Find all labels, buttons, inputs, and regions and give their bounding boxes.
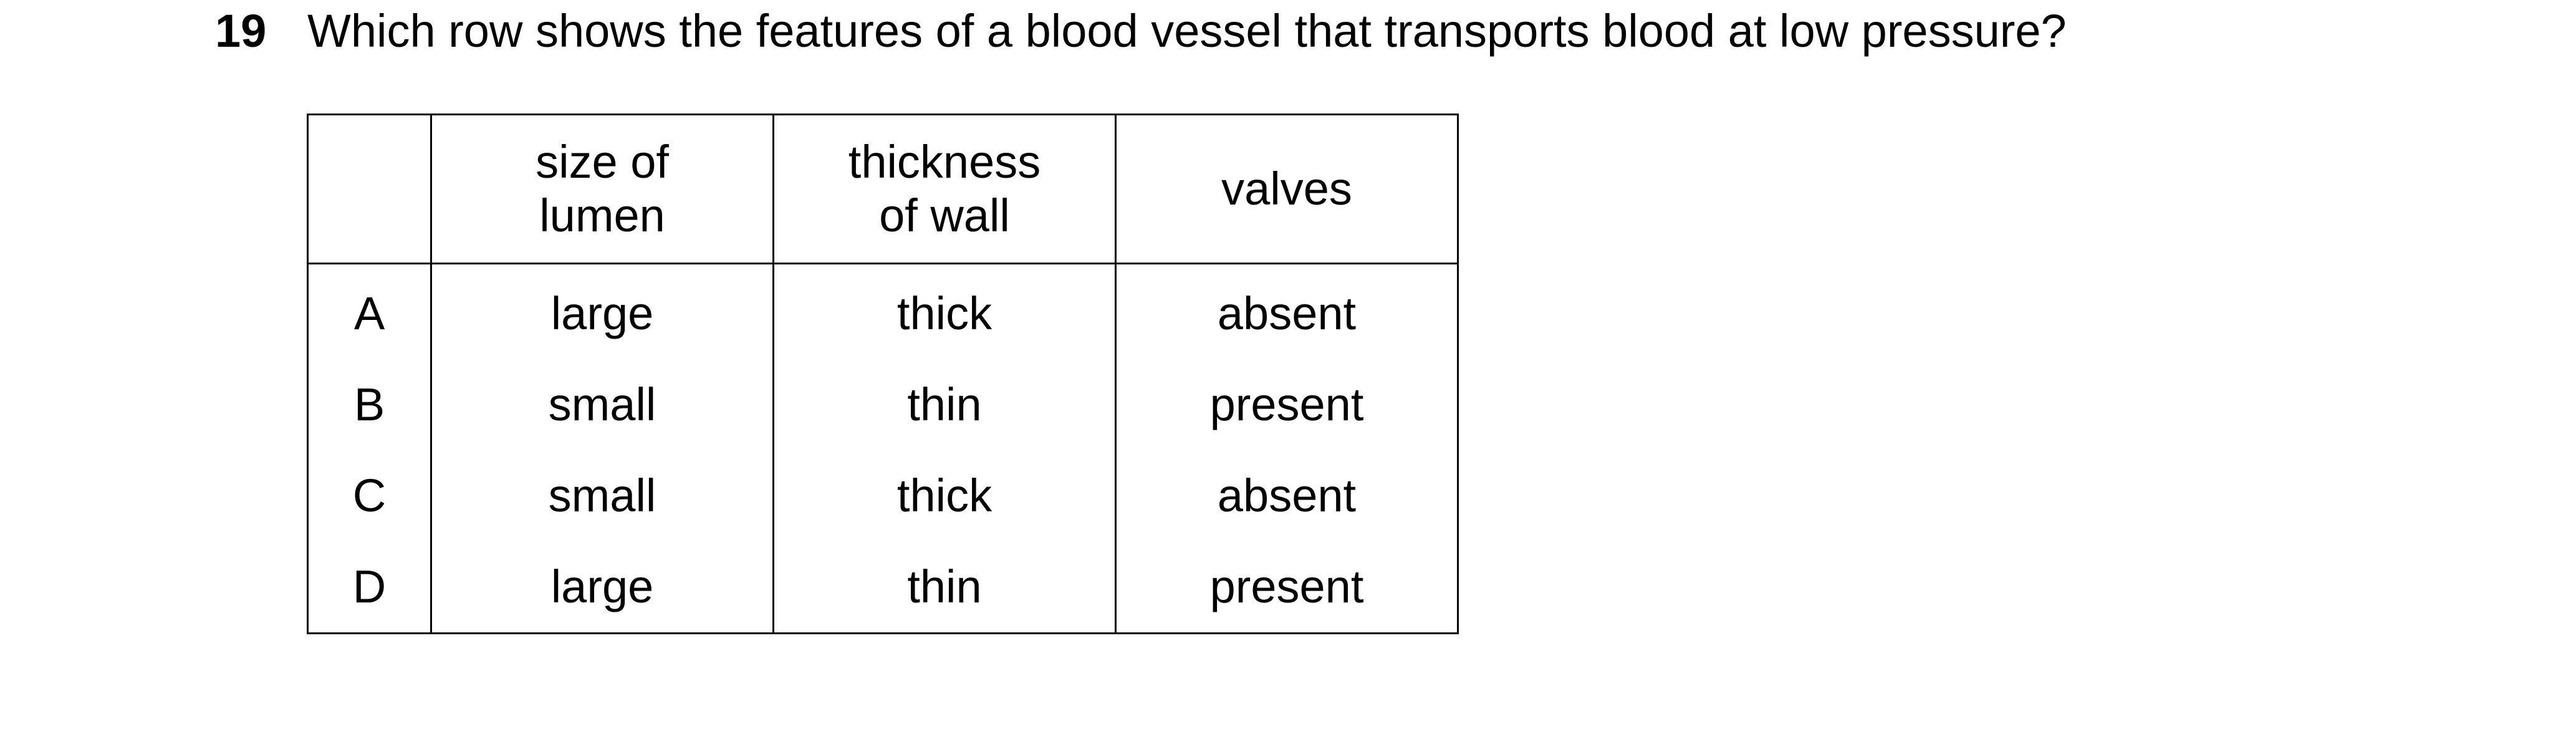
option-label: A	[307, 263, 432, 359]
header-label-cell	[307, 114, 432, 264]
question: 19 Which row shows the features of a bloo…	[215, 2, 2067, 60]
cell-valves: absent	[1115, 450, 1459, 541]
header-line: size of	[536, 136, 669, 188]
option-label: D	[307, 541, 432, 634]
table-row: C small thick absent	[307, 450, 1459, 541]
cell-size-of-lumen: large	[430, 541, 774, 634]
cell-thickness-of-wall: thick	[772, 263, 1117, 359]
cell-thickness-of-wall: thick	[772, 450, 1117, 541]
table-row: B small thin present	[307, 359, 1459, 450]
cell-size-of-lumen: small	[430, 450, 774, 541]
cell-valves: present	[1115, 359, 1459, 450]
option-label: B	[307, 359, 432, 450]
cell-valves: present	[1115, 541, 1459, 634]
cell-thickness-of-wall: thin	[772, 541, 1117, 634]
answer-options-table: size of lumen thickness of wall valves A…	[307, 114, 1459, 634]
question-text: Which row shows the features of a blood …	[307, 5, 2067, 57]
header-valves: valves	[1115, 114, 1459, 264]
header-line: of wall	[879, 190, 1010, 241]
table-row: D large thin present	[307, 541, 1459, 634]
cell-size-of-lumen: large	[430, 263, 774, 359]
cell-size-of-lumen: small	[430, 359, 774, 450]
table-header-row: size of lumen thickness of wall valves	[307, 114, 1459, 264]
cell-valves: absent	[1115, 263, 1459, 359]
question-number: 19	[215, 5, 267, 57]
header-thickness-of-wall: thickness of wall	[772, 114, 1117, 264]
header-line: lumen	[539, 190, 665, 241]
cell-thickness-of-wall: thin	[772, 359, 1117, 450]
table-row: A large thick absent	[307, 263, 1459, 359]
option-label: C	[307, 450, 432, 541]
header-size-of-lumen: size of lumen	[430, 114, 774, 264]
header-line: thickness	[848, 136, 1041, 188]
